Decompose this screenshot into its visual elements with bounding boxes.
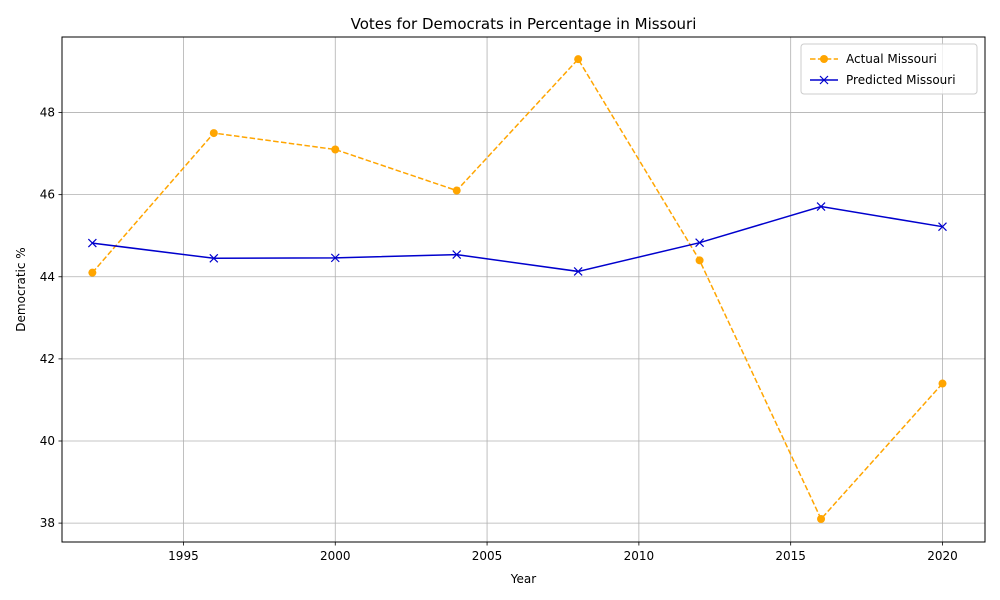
y-axis-label: Democratic % [14,247,28,331]
chart-title: Votes for Democrats in Percentage in Mis… [351,15,697,33]
data-point-actual [574,55,583,64]
x-tick-label: 2005 [472,549,503,563]
data-point-actual [938,379,947,388]
x-marker-stroke [816,202,826,211]
x-marker-stroke [87,238,97,248]
series-line-actual [91,57,944,521]
y-tick-label: 38 [40,516,55,530]
y-tick-label: 44 [40,270,55,284]
x-marker-stroke [452,250,462,260]
legend-marker [819,75,829,85]
legend-box [800,43,978,95]
series-layer [87,55,947,524]
legend-label: Actual Missouri [846,52,937,66]
data-point-actual [452,186,461,195]
legend-label: Predicted Missouri [846,73,956,87]
x-tick-label: 2015 [775,549,806,563]
x-tick-label: 1995 [168,549,199,563]
data-point-predicted [452,250,462,260]
legend: Actual Missouri Predicted Missouri [800,43,978,95]
data-point-predicted [938,222,947,232]
x-tick-label: 2000 [320,549,351,563]
data-point-predicted [695,238,705,248]
x-marker-stroke [209,253,219,263]
ticks: 1995 2000 2005 2010 2015 2020 38 40 42 44 46 48 [40,106,958,563]
series-line-predicted [92,205,943,273]
data-point-predicted [573,267,583,276]
grid [62,37,985,542]
x-tick-label: 2010 [624,549,655,563]
x-tick-label: 2020 [927,549,958,563]
y-tick-label: 42 [40,352,55,366]
x-marker-stroke [573,267,583,276]
data-point-predicted [816,202,826,211]
y-tick-label: 46 [40,188,55,202]
data-point-predicted [330,253,340,263]
data-point-actual [331,145,340,154]
data-point-actual [88,268,97,277]
data-point-actual [817,515,826,524]
legend-marker [820,55,828,63]
data-point-actual [209,129,218,138]
data-point-predicted [209,253,219,263]
x-marker-stroke [695,238,705,248]
data-point-predicted [87,238,97,248]
x-axis-label: Year [510,572,536,586]
x-marker-stroke [330,253,340,263]
y-tick-label: 48 [40,106,55,120]
y-tick-label: 40 [40,434,55,448]
x-marker-stroke [819,75,829,85]
plot-frame [61,36,986,543]
data-point-actual [695,256,704,265]
x-marker-stroke [938,222,947,232]
